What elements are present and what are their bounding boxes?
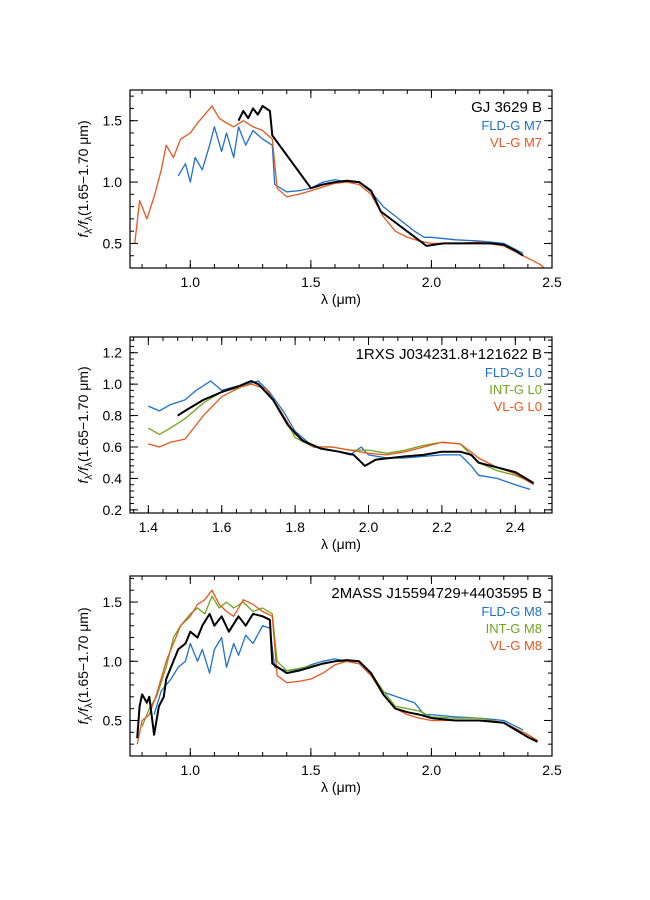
legend-entry-vl-g-l0: VL-G L0 (494, 399, 542, 414)
legend-entry-vl-g-m7: VL-G M7 (490, 135, 542, 150)
series-line-target-spectrum (136, 612, 538, 743)
plot-frame (129, 575, 553, 757)
y-tick-label: 1.5 (103, 113, 123, 129)
x-tick-label: 1.5 (301, 762, 321, 778)
panel-title: GJ 3629 B (471, 99, 542, 116)
legend-entry-int-g-l0: INT-G L0 (489, 382, 542, 397)
x-axis-label: λ (μm) (321, 779, 361, 795)
x-tick-label: 2.2 (432, 519, 452, 535)
chart-panel-1: 1.0 1.5 2.0 2.50.51.01.5λ (μm)fλ/fλ(1.65−1.… (75, 89, 562, 307)
x-tick-label: 1.5 (301, 274, 321, 290)
series-line-vl-g-l0 (148, 383, 535, 486)
y-tick-label: 1.0 (103, 174, 123, 190)
y-tick-label: 1.2 (103, 345, 123, 361)
x-tick-label: 2.5 (542, 762, 562, 778)
x-tick-label: 1.4 (139, 519, 159, 535)
panel-title: 2MASS J15594729+4403595 B (331, 585, 542, 602)
y-tick-label: 0.2 (103, 502, 123, 518)
y-axis-label: fλ/fλ(1.65−1.70 μm) (75, 366, 95, 483)
plot-frame (129, 336, 553, 514)
series-group (147, 380, 535, 491)
legend-entry-fld-g-m8: FLD-G M8 (481, 604, 542, 619)
series-line-int-g-m8 (141, 595, 538, 742)
series-line-vl-g-m8 (136, 589, 538, 745)
y-tick-label: 0.4 (103, 470, 123, 486)
x-tick-label: 2.0 (359, 519, 379, 535)
series-group (134, 105, 546, 268)
series-line-fld-g-m8 (153, 625, 524, 731)
x-tick-label: 1.6 (212, 519, 232, 535)
series-line-vl-g-m7 (134, 105, 546, 268)
x-axis-label: λ (μm) (321, 291, 361, 307)
legend-entry-vl-g-m8: VL-G M8 (490, 638, 542, 653)
series-group (136, 589, 538, 745)
y-tick-label: 1.0 (103, 653, 123, 669)
y-tick-label: 0.5 (103, 712, 123, 728)
x-tick-label: 2.0 (422, 274, 442, 290)
plot-frame (129, 89, 553, 269)
x-tick-label: 2.5 (542, 274, 562, 290)
y-axis-label: fλ/fλ(1.65−1.70 μm) (75, 120, 95, 237)
chart-panel-2: 1.4 1.6 1.8 2.0 2.2 2.4 0.2 0.4 0.6 0.8 1.0 1.2 λ (μ… (75, 336, 553, 552)
legend-entry-fld-g-l0: FLD-G L0 (485, 365, 542, 380)
series-line-target-spectrum (177, 380, 535, 484)
x-tick-label: 2.4 (506, 519, 526, 535)
y-tick-label: 1.5 (103, 594, 123, 610)
x-axis-label: λ (μm) (321, 536, 361, 552)
x-tick-label: 1.8 (285, 519, 305, 535)
series-line-fld-g-l0 (148, 380, 531, 491)
series-line-int-g-l0 (147, 380, 534, 484)
x-tick-label: 2.0 (422, 762, 442, 778)
y-tick-label: 0.6 (103, 439, 123, 455)
y-tick-label: 1.0 (103, 376, 123, 392)
series-line-fld-g-m7 (177, 126, 524, 254)
y-axis-label: fλ/fλ(1.65−1.70 μm) (75, 607, 95, 724)
panel-title: 1RXS J034231.8+121622 B (356, 346, 542, 363)
x-tick-label: 1.0 (181, 274, 201, 290)
chart-panel-3: 1.0 1.5 2.0 2.50.51.01.5λ (μm)fλ/fλ(1.65−1.… (75, 575, 562, 795)
legend-entry-int-g-m8: INT-G M8 (486, 621, 542, 636)
series-line-target-spectrum (237, 105, 524, 257)
x-tick-label: 1.0 (181, 762, 201, 778)
y-tick-label: 0.8 (103, 408, 123, 424)
y-tick-label: 0.5 (103, 235, 123, 251)
legend-entry-fld-g-m7: FLD-G M7 (481, 118, 542, 133)
